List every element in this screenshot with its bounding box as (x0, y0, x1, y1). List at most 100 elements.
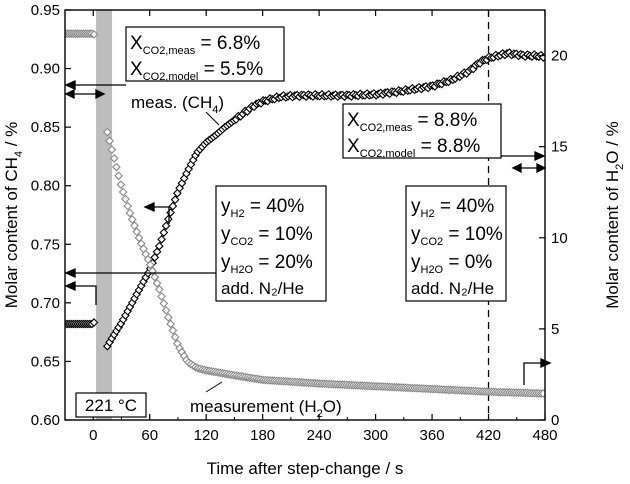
box1-model-text: XCO2,model = 5.5% (130, 59, 263, 83)
arrow-box2-head (534, 150, 546, 162)
comp2-h2: yH2 = 40% (411, 196, 494, 220)
conversion-box-1 (125, 26, 285, 82)
data-point (159, 228, 169, 237)
box1-meas-text: XCO2,meas = 6.8% (130, 33, 260, 57)
temperature-label: 221 °C (85, 396, 137, 415)
data-point (109, 153, 119, 163)
composition-box-2 (405, 185, 507, 302)
data-point (170, 332, 180, 342)
comp2-add: add. N₂/He (411, 279, 494, 298)
data-point (154, 241, 164, 251)
x-tick-label: 480 (532, 427, 557, 444)
data-point (148, 266, 157, 276)
y-right-tick-label: 5 (551, 321, 559, 338)
data-point (112, 162, 121, 172)
meas-ch4-leader (205, 111, 220, 126)
double-arrow-left-head-b (95, 88, 106, 100)
x-tick-label: 180 (250, 427, 275, 444)
y-left-tick-label: 0.90 (31, 61, 60, 78)
box2-model-text: XCO2,model = 8.8% (347, 136, 480, 160)
data-point (150, 272, 160, 282)
data-point (163, 214, 173, 224)
data-point (116, 180, 126, 189)
arrow-comp1-head (64, 267, 76, 279)
data-point (157, 292, 166, 301)
y-left-axis-label: Molar content of CH4 / % (2, 122, 25, 309)
bent-arrow-mid (143, 201, 170, 224)
data-point (145, 260, 155, 270)
comp1-co2: yCO2 = 10% (221, 224, 313, 248)
y-right-tick-label: 20 (551, 48, 568, 65)
data-point (127, 215, 137, 224)
conversion-box-2 (342, 103, 502, 159)
data-point (161, 221, 171, 231)
y-left-tick-label: 0.85 (31, 119, 60, 136)
data-point (152, 278, 162, 288)
bent-arrow-right (523, 357, 552, 385)
data-point (130, 221, 139, 230)
comp2-co2: yCO2 = 10% (411, 224, 503, 248)
data-point (102, 127, 112, 137)
y-right-tick-label: 0 (551, 412, 559, 429)
y-left-tick-label: 0.70 (31, 295, 60, 312)
x-axis-label: Time after step-change / s (207, 459, 404, 478)
step-change-band (96, 10, 113, 420)
axis-ticks: 0 60 120 180 240 300 360 420 480 0.60 0.65 0.70 0.75… (31, 2, 568, 444)
x-tick-label: 300 (363, 427, 388, 444)
double-arrow-left-head-a (64, 88, 75, 100)
data-point (161, 305, 171, 315)
bent-arrow-left-low (64, 280, 97, 305)
y-right-tick-label: 10 (551, 230, 568, 247)
data-point (134, 233, 144, 243)
comp1-h2: yH2 = 40% (221, 196, 304, 220)
data-point (123, 201, 133, 211)
series-layer (65, 29, 545, 398)
data-point (170, 195, 180, 205)
data-point (154, 285, 164, 294)
y-left-tick-label: 0.95 (31, 2, 60, 19)
data-point (89, 30, 99, 39)
meas-h2o-leader (205, 381, 223, 393)
x-tick-label: 360 (420, 427, 445, 444)
composition-box-1 (215, 185, 327, 302)
y-right-axis-label: Molar content of H2O / % (603, 121, 626, 309)
x-tick-label: 420 (476, 427, 501, 444)
double-arrow-right-head-a (511, 162, 522, 174)
data-point (168, 326, 178, 335)
x-tick-label: 60 (141, 427, 158, 444)
x-tick-label: 0 (89, 427, 97, 444)
data-point (107, 145, 117, 154)
data-point (168, 201, 178, 211)
arrow-box1-head (64, 79, 76, 91)
data-point (125, 208, 135, 218)
data-point (163, 312, 173, 322)
meas-ch4-label: meas. (CH4) (131, 93, 224, 116)
double-arrow-right-head-b (536, 162, 547, 174)
comp2-h2o: yH2O = 0% (411, 252, 492, 276)
data-point (121, 194, 130, 204)
data-point (166, 319, 175, 329)
y-left-tick-label: 0.65 (31, 353, 60, 370)
data-point (118, 187, 128, 197)
x-tick-label: 120 (194, 427, 219, 444)
data-point (538, 389, 545, 398)
data-point (157, 234, 166, 244)
y-left-tick-label: 0.75 (31, 236, 60, 253)
data-point (105, 136, 114, 146)
y-left-tick-label: 0.80 (31, 178, 60, 195)
comp1-add: add. N₂/He (221, 279, 304, 298)
y-right-tick-label: 15 (551, 139, 568, 156)
data-point (159, 298, 169, 308)
annotation-arrows (64, 79, 547, 279)
y-left-tick-label: 0.60 (31, 412, 60, 429)
data-point (114, 171, 124, 181)
data-point (89, 318, 99, 327)
meas-h2o-label: measurement (H2O) (190, 397, 342, 420)
box2-meas-text: XCO2,meas = 8.8% (347, 110, 477, 134)
data-point (132, 227, 142, 237)
temperature-box (75, 392, 147, 418)
plot-frame (64, 9, 546, 421)
x-tick-label: 240 (307, 427, 332, 444)
comp1-h2o: yH2O = 20% (221, 252, 313, 276)
